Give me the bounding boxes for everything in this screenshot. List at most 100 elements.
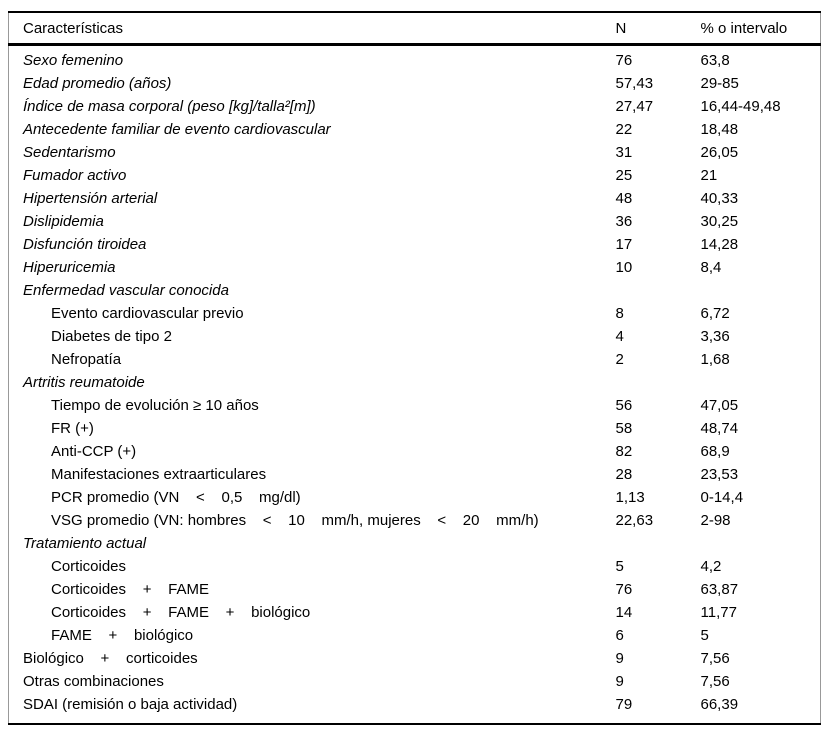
row-label: Hiperuricemia	[23, 259, 116, 276]
row-label: Evento cardiovascular previo	[51, 305, 244, 322]
row-value: 30,25	[700, 213, 739, 230]
table-row: Anti-CCP (+) 82 68,9	[9, 440, 821, 463]
row-value: 47,05	[700, 397, 739, 414]
table-row: Fumador activo 25 21	[9, 164, 821, 187]
table-row: Diabetes de tipo 2 4 3,36	[9, 325, 821, 348]
table-header: Características N % o intervalo	[8, 12, 821, 46]
row-n: 31	[615, 144, 633, 161]
row-label: Manifestaciones extraarticulares	[51, 466, 267, 483]
table-row: Otras combinaciones 9 7,56	[9, 670, 821, 693]
row-value: 6,72	[700, 305, 730, 322]
table-row: Edad promedio (años) 57,43 29-85	[9, 72, 821, 95]
row-n	[608, 371, 693, 394]
table-row: Antecedente familiar de evento cardiovas…	[9, 118, 821, 141]
page: Características N % o intervalo Sexo fem…	[0, 11, 828, 735]
table-row: Manifestaciones extraarticulares 28 23,53	[9, 463, 821, 486]
row-value: 16,44-49,48	[700, 98, 781, 115]
table-row: Biológico + corticoides 9 7,56	[9, 647, 821, 670]
row-n: 57,43	[615, 75, 654, 92]
row-n: 56	[615, 397, 633, 414]
table-row: Corticoides + FAME 76 63,87	[9, 578, 821, 601]
row-value: 8,4	[700, 259, 722, 276]
row-value: 40,33	[700, 190, 739, 207]
row-value: 14,28	[700, 236, 739, 253]
row-n: 76	[615, 581, 633, 598]
row-n: 10	[615, 259, 633, 276]
header-characteristics: Características	[8, 12, 608, 46]
row-value: 3,36	[700, 328, 730, 345]
row-n: 82	[615, 443, 633, 460]
row-label: Tiempo de evolución ≥ 10 años	[51, 397, 259, 414]
row-n: 79	[615, 696, 633, 713]
row-n: 22,63	[615, 512, 654, 529]
table-row: Evento cardiovascular previo 8 6,72	[9, 302, 821, 325]
row-label: Sedentarismo	[23, 144, 116, 161]
table-row: Tiempo de evolución ≥ 10 años 56 47,05	[9, 394, 821, 417]
row-label: Antecedente familiar de evento cardiovas…	[23, 121, 331, 138]
row-label: Disfunción tiroidea	[23, 236, 147, 253]
row-label: Biológico + corticoides	[23, 650, 198, 667]
row-value	[693, 279, 821, 302]
row-n: 27,47	[615, 98, 654, 115]
row-value: 29-85	[700, 75, 739, 92]
row-label: Corticoides + FAME + biológico	[51, 604, 311, 621]
row-value: 4,2	[700, 558, 722, 575]
row-value: 7,56	[700, 673, 730, 690]
row-value: 63,87	[700, 581, 739, 598]
row-value: 1,68	[700, 351, 730, 368]
row-n: 8	[615, 305, 624, 322]
table-row: Hipertensión arterial 48 40,33	[9, 187, 821, 210]
row-label: Dislipidemia	[23, 213, 104, 230]
table-row: Corticoides 5 4,2	[9, 555, 821, 578]
row-label: SDAI (remisión o baja actividad)	[23, 696, 238, 713]
row-label: Artritis reumatoide	[23, 374, 145, 391]
table-row: Dislipidemia 36 30,25	[9, 210, 821, 233]
table-row: Sexo femenino 76 63,8	[9, 45, 821, 73]
row-value: 7,56	[700, 650, 730, 667]
table-row: SDAI (remisión o baja actividad) 79 66,39	[9, 693, 821, 724]
row-label: Anti-CCP (+)	[51, 443, 137, 460]
row-n: 14	[615, 604, 633, 621]
row-label: Corticoides	[51, 558, 127, 575]
row-value	[693, 371, 821, 394]
table-row: Corticoides + FAME + biológico 14 11,77	[9, 601, 821, 624]
row-value: 21	[700, 167, 718, 184]
row-n: 2	[615, 351, 624, 368]
row-label: FR (+)	[51, 420, 94, 437]
row-label: VSG promedio (VN: hombres < 10 mm/h, muj…	[51, 512, 539, 529]
header-percent-interval: % o intervalo	[692, 12, 821, 46]
row-value: 26,05	[700, 144, 739, 161]
row-value: 66,39	[700, 696, 739, 713]
table-row: Disfunción tiroidea 17 14,28	[9, 233, 821, 256]
row-label: Nefropatía	[51, 351, 122, 368]
row-value: 68,9	[700, 443, 730, 460]
row-n: 76	[615, 52, 633, 69]
row-label: Diabetes de tipo 2	[51, 328, 172, 345]
row-label: FAME + biológico	[51, 627, 194, 644]
row-n: 22	[615, 121, 633, 138]
row-label: PCR promedio (VN < 0,5 mg/dl)	[51, 489, 301, 506]
table-row: FAME + biológico 6 5	[9, 624, 821, 647]
table-row: Hiperuricemia 10 8,4	[9, 256, 821, 279]
table-row: Nefropatía 2 1,68	[9, 348, 821, 371]
row-n: 25	[615, 167, 633, 184]
row-n: 6	[615, 627, 624, 644]
row-value: 23,53	[700, 466, 739, 483]
row-value: 0-14,4	[700, 489, 744, 506]
table-row: Enfermedad vascular conocida	[9, 279, 821, 302]
header-n: N	[607, 12, 693, 46]
row-value: 18,48	[700, 121, 739, 138]
row-value: 5	[700, 627, 709, 644]
row-n: 4	[615, 328, 624, 345]
row-n: 5	[615, 558, 624, 575]
row-n: 1,13	[615, 489, 645, 506]
row-label: Sexo femenino	[23, 52, 124, 69]
row-n: 48	[615, 190, 633, 207]
row-value: 48,74	[700, 420, 739, 437]
row-value	[693, 532, 821, 555]
table-row: Artritis reumatoide	[9, 371, 821, 394]
header-row: Características N % o intervalo	[8, 12, 821, 46]
row-label: Otras combinaciones	[23, 673, 164, 690]
row-n: 17	[615, 236, 633, 253]
row-value: 63,8	[700, 52, 730, 69]
